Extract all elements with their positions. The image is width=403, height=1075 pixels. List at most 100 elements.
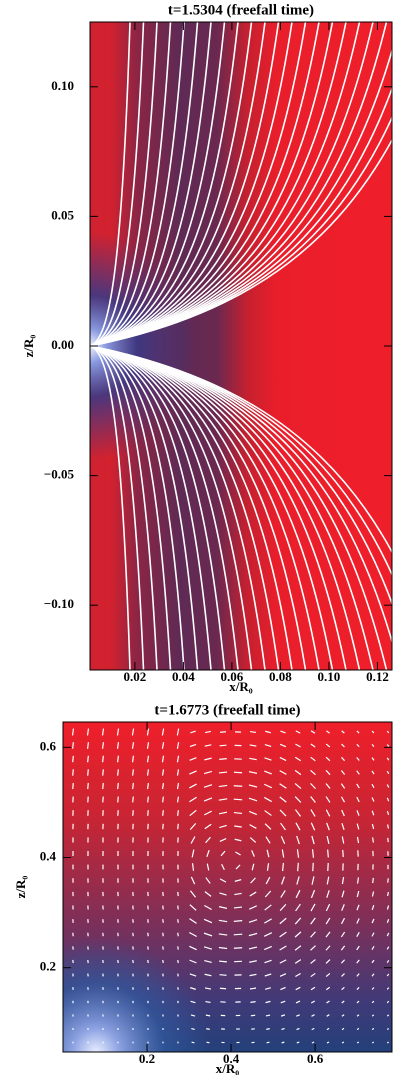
vector-arrow [266, 1028, 270, 1030]
x-tick-label: 0.06 [221, 669, 244, 684]
vector-arrow [341, 876, 345, 885]
vector-arrow [205, 1014, 211, 1017]
vector-arrow [86, 728, 90, 736]
vector-arrow [219, 758, 227, 760]
field-line [89, 21, 172, 347]
vector-arrow [279, 903, 287, 912]
field-line [89, 21, 131, 347]
vector-arrow [279, 809, 287, 817]
vector-arrow [280, 1000, 286, 1004]
x-tick-label: 0.12 [366, 669, 389, 684]
vector-arrow [310, 959, 316, 964]
chart-title: t=1.5304 (freefall time) [168, 2, 314, 18]
field-line [89, 21, 185, 347]
vector-arrow [117, 796, 119, 803]
vector-arrow [72, 742, 74, 749]
vector-arrow [264, 987, 272, 990]
vector-arrow [266, 863, 270, 871]
vector-arrow [219, 892, 227, 896]
vector-arrow [311, 876, 315, 885]
vector-arrow [310, 796, 316, 803]
vector-arrow [146, 769, 150, 776]
vector-arrow [386, 770, 390, 775]
vector-arrow [189, 823, 197, 830]
vector-arrow [310, 889, 316, 899]
vector-arrow [189, 959, 197, 964]
vector-arrow [218, 798, 228, 801]
vector-arrow [279, 917, 287, 925]
vector-arrow [280, 730, 286, 734]
vector-arrow [218, 771, 228, 774]
vector-arrow [310, 809, 316, 817]
vector-arrow [191, 1028, 195, 1030]
vector-arrow [191, 863, 195, 871]
vector-arrow [371, 1041, 375, 1044]
vector-arrow [280, 822, 286, 831]
vector-arrow [386, 1027, 390, 1031]
vector-arrow [218, 906, 228, 909]
vector-arrow [87, 769, 89, 776]
vector-arrow [248, 919, 258, 923]
vector-arrow [310, 931, 316, 938]
vector-arrow [279, 945, 287, 951]
vector-arrow [132, 796, 134, 803]
vector-arrow [294, 769, 302, 776]
vector-arrow [371, 823, 375, 830]
vector-arrow [204, 744, 212, 747]
vector-arrow [294, 945, 302, 951]
vector-arrow [340, 783, 346, 789]
vector-arrow [325, 959, 331, 964]
vector-arrow [203, 784, 213, 788]
vector-arrow [371, 783, 375, 789]
vector-arrow [296, 876, 300, 885]
vector-arrow [204, 823, 212, 830]
y-tick-label: 0.10 [51, 78, 74, 93]
vector-arrow [341, 836, 345, 844]
colormap-core [90, 22, 392, 670]
vector-arrow [177, 919, 179, 923]
vector-arrow [325, 945, 331, 951]
vector-arrow [311, 1014, 315, 1017]
vector-arrow [263, 783, 273, 789]
vector-arrow [161, 782, 165, 790]
vector-arrow [177, 959, 179, 964]
vector-arrow [189, 973, 197, 977]
vector-arrow [203, 770, 213, 775]
vector-arrow [176, 755, 180, 763]
vector-arrow [249, 973, 257, 977]
vector-arrow [341, 1000, 345, 1004]
vector-arrow [325, 743, 331, 748]
vector-arrow [371, 946, 375, 950]
vector-arrow [371, 959, 375, 964]
field-line [89, 345, 131, 671]
vector-arrow [116, 742, 120, 749]
vector-arrow [205, 1000, 211, 1004]
vector-arrow [279, 743, 287, 748]
vector-arrow [190, 730, 196, 734]
vector-arrow [340, 959, 346, 964]
field-line [89, 21, 226, 347]
vector-arrow [294, 917, 302, 925]
vector-arrow [294, 809, 302, 817]
vector-arrow [310, 917, 316, 925]
field-line [89, 345, 145, 671]
vector-arrow [131, 728, 135, 736]
vector-arrow [250, 877, 256, 884]
vector-arrow [371, 891, 375, 897]
vector-arrow [281, 862, 285, 872]
vector-arrow [265, 836, 271, 844]
vector-arrow [386, 959, 390, 964]
vector-arrow [371, 810, 375, 816]
vector-arrow [295, 743, 301, 748]
vector-arrow [189, 809, 197, 817]
vector-arrow [340, 756, 346, 762]
vector-arrow [190, 1000, 196, 1004]
vector-arrow [176, 796, 180, 803]
vector-arrow [296, 849, 300, 858]
vector-arrow [325, 917, 331, 925]
vector-arrow [386, 730, 390, 734]
vector-arrow [218, 933, 228, 936]
vector-arrow [219, 878, 227, 883]
vector-arrow [356, 877, 360, 884]
